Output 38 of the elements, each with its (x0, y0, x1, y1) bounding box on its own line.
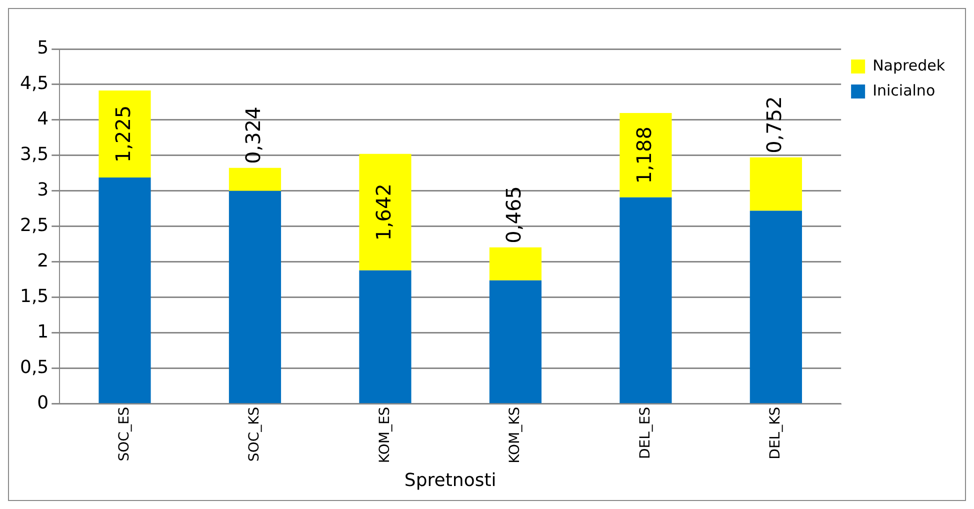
y-tick-label: 3 (37, 180, 49, 201)
x-tick-label: KOM_ES (376, 406, 393, 464)
bar (98, 177, 151, 404)
x-tick-label: SOC_ES (116, 406, 132, 462)
y-tick-label: 4,5 (20, 73, 49, 94)
y-tick-label: 2 (37, 250, 49, 272)
bar (489, 247, 542, 280)
y-tick-label: 0 (37, 392, 49, 414)
bar (750, 157, 802, 211)
bar (228, 190, 282, 404)
bar (620, 197, 672, 404)
bar (98, 90, 151, 178)
data-label: 0,465 (502, 186, 526, 244)
data-label: 1,642 (371, 184, 396, 241)
bar (359, 270, 412, 404)
data-label: 1,225 (110, 105, 135, 163)
data-label: 0,752 (762, 96, 786, 154)
x-tick-label: SOC_KS (246, 406, 263, 462)
y-tick-label: 1,5 (20, 286, 49, 308)
y-tick-label: 3,5 (20, 144, 49, 166)
y-tick-label: 2,5 (20, 215, 49, 236)
y-tick-label: 0,5 (20, 357, 49, 378)
x-tick-label: DEL_ES (637, 406, 654, 459)
data-label: 1,188 (632, 126, 656, 184)
bar (228, 168, 282, 191)
data-label: 0,324 (241, 106, 266, 164)
y-tick-label: 5 (37, 38, 49, 59)
bar (620, 113, 672, 198)
legend-label: Napredek (872, 56, 946, 74)
y-tick-label: 4 (37, 108, 49, 130)
x-tick-label: KOM_KS (507, 406, 524, 464)
x-tick-label: DEL_KS (768, 406, 784, 460)
legend-label: Inicialno (872, 81, 936, 100)
y-tick-label: 1 (37, 322, 49, 343)
bar (489, 280, 542, 404)
bar (359, 154, 412, 270)
bar (750, 210, 802, 404)
x-axis-title: Spretnosti (404, 470, 496, 491)
